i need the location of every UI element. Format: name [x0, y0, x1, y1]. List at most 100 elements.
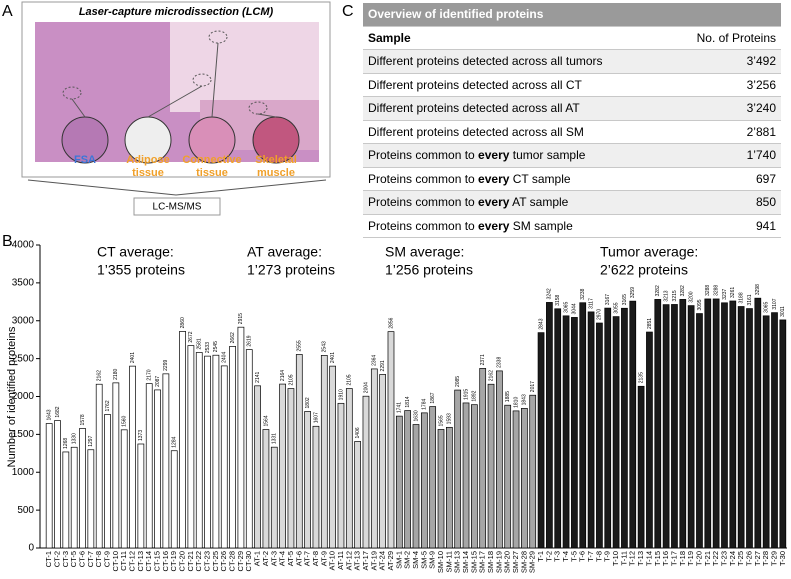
- panel-label: B: [2, 233, 13, 250]
- group-annotation: 2’622 proteins: [600, 262, 688, 278]
- value-label: 1741: [397, 402, 403, 413]
- x-tick-label: SM-17: [478, 551, 487, 573]
- bar: [629, 300, 637, 549]
- value-label: 3288: [705, 285, 711, 296]
- x-tick-label: CT-26: [219, 551, 228, 571]
- table-row: Proteins common to every AT sample 850: [363, 190, 781, 215]
- bar: [604, 307, 612, 549]
- bar: [179, 331, 186, 549]
- count-cell: 3’240: [669, 96, 781, 121]
- value-label: 2843: [538, 318, 544, 329]
- sample-text: Proteins common to: [368, 218, 479, 233]
- y-tick-label: 1500: [12, 429, 35, 440]
- sample-text: AT sample: [509, 195, 569, 210]
- bar: [212, 354, 220, 549]
- value-label: 3200: [688, 291, 694, 302]
- x-tick-label: AT-7: [303, 551, 312, 566]
- value-label: 3259: [630, 287, 636, 298]
- bar: [679, 299, 687, 549]
- sample-text: SM sample: [509, 218, 573, 233]
- x-tick-label: SM-5: [419, 551, 428, 569]
- value-label: 1867: [430, 392, 436, 403]
- x-tick-label: AT-24: [378, 551, 387, 570]
- table-row: Different proteins detected across all A…: [363, 96, 781, 121]
- bar: [304, 411, 311, 549]
- y-tick-label: 4000: [12, 240, 35, 251]
- value-label: 2555: [297, 340, 303, 351]
- x-tick-label: T-13: [636, 551, 645, 566]
- x-tick-label: CT-13: [136, 551, 145, 571]
- bar: [270, 446, 278, 549]
- x-tick-label: SM-19: [494, 551, 503, 573]
- x-tick-label: CT-16: [161, 551, 170, 571]
- bar: [254, 385, 261, 549]
- x-tick-label: SM-15: [469, 551, 478, 573]
- x-tick-label: T-29: [769, 551, 778, 566]
- x-tick-label: SM-27: [511, 551, 520, 573]
- bar: [345, 388, 353, 549]
- x-tick-label: AT-9: [319, 551, 328, 566]
- x-tick-label: SM-2: [403, 551, 412, 569]
- group-annotation: 1’273 proteins: [247, 262, 335, 278]
- region-label: muscle: [257, 167, 295, 179]
- value-label: 1284: [172, 436, 178, 447]
- x-tick-label: SM-1: [394, 551, 403, 569]
- y-tick-label: 2000: [12, 391, 35, 402]
- value-label: 2180: [113, 369, 119, 380]
- bar: [354, 441, 361, 549]
- bar: [746, 308, 753, 549]
- value-label: 2170: [147, 369, 153, 380]
- x-tick-label: T-10: [611, 551, 620, 566]
- x-tick-label: AT-17: [361, 551, 370, 570]
- bar: [454, 389, 462, 549]
- value-label: 2164: [280, 370, 286, 381]
- count-cell: 850: [669, 190, 781, 215]
- table-row: Different proteins detected across all S…: [363, 120, 781, 144]
- table-row: Different proteins detected across all t…: [363, 49, 781, 74]
- value-label: 2141: [255, 371, 261, 382]
- value-label: 1268: [63, 438, 69, 449]
- value-label: 2017: [530, 381, 536, 392]
- x-tick-label: CT-3: [61, 551, 70, 567]
- table-title: Overview of identified proteins: [363, 3, 781, 27]
- group-annotation: 1’256 proteins: [385, 262, 473, 278]
- bar: [487, 383, 495, 549]
- bar: [445, 426, 453, 549]
- bar: [420, 412, 428, 549]
- bar: [70, 446, 78, 549]
- x-tick-label: AT-10: [328, 551, 337, 570]
- value-label: 1643: [46, 409, 52, 420]
- value-label: 2085: [455, 376, 461, 387]
- bar: [329, 365, 336, 549]
- x-tick-label: CT-23: [203, 551, 212, 571]
- group-annotation: Tumor average:: [600, 244, 698, 260]
- bar: [687, 305, 695, 549]
- bar: [537, 332, 545, 549]
- x-tick-label: SM-11: [444, 551, 453, 573]
- y-tick-label: 3000: [12, 315, 35, 326]
- value-label: 3213: [663, 290, 669, 301]
- value-label: 2162: [488, 370, 494, 381]
- x-tick-label: CT-7: [86, 551, 95, 567]
- bar: [287, 388, 295, 549]
- panel-label: C: [342, 3, 354, 20]
- x-tick-label: T-22: [711, 551, 720, 566]
- x-tick-label: T-8: [594, 551, 603, 562]
- bar: [546, 302, 553, 549]
- value-label: 2371: [480, 354, 486, 365]
- bar: [779, 319, 787, 549]
- y-tick-label: 2500: [12, 353, 35, 364]
- bar: [320, 355, 328, 549]
- bar: [379, 374, 387, 549]
- x-tick-label: AT-19: [369, 551, 378, 570]
- x-tick-label: CT-29: [236, 551, 245, 571]
- x-tick-label: T-20: [694, 551, 703, 566]
- x-tick-label: SM-9: [428, 551, 437, 569]
- x-tick-label: CT-5: [69, 551, 78, 567]
- value-label: 2662: [230, 332, 236, 343]
- bar: [512, 410, 520, 549]
- y-tick-label: 1000: [12, 467, 35, 478]
- x-tick-label: T-5: [569, 551, 578, 562]
- x-tick-label: T-2: [544, 551, 553, 562]
- sample-text: CT sample: [509, 171, 571, 186]
